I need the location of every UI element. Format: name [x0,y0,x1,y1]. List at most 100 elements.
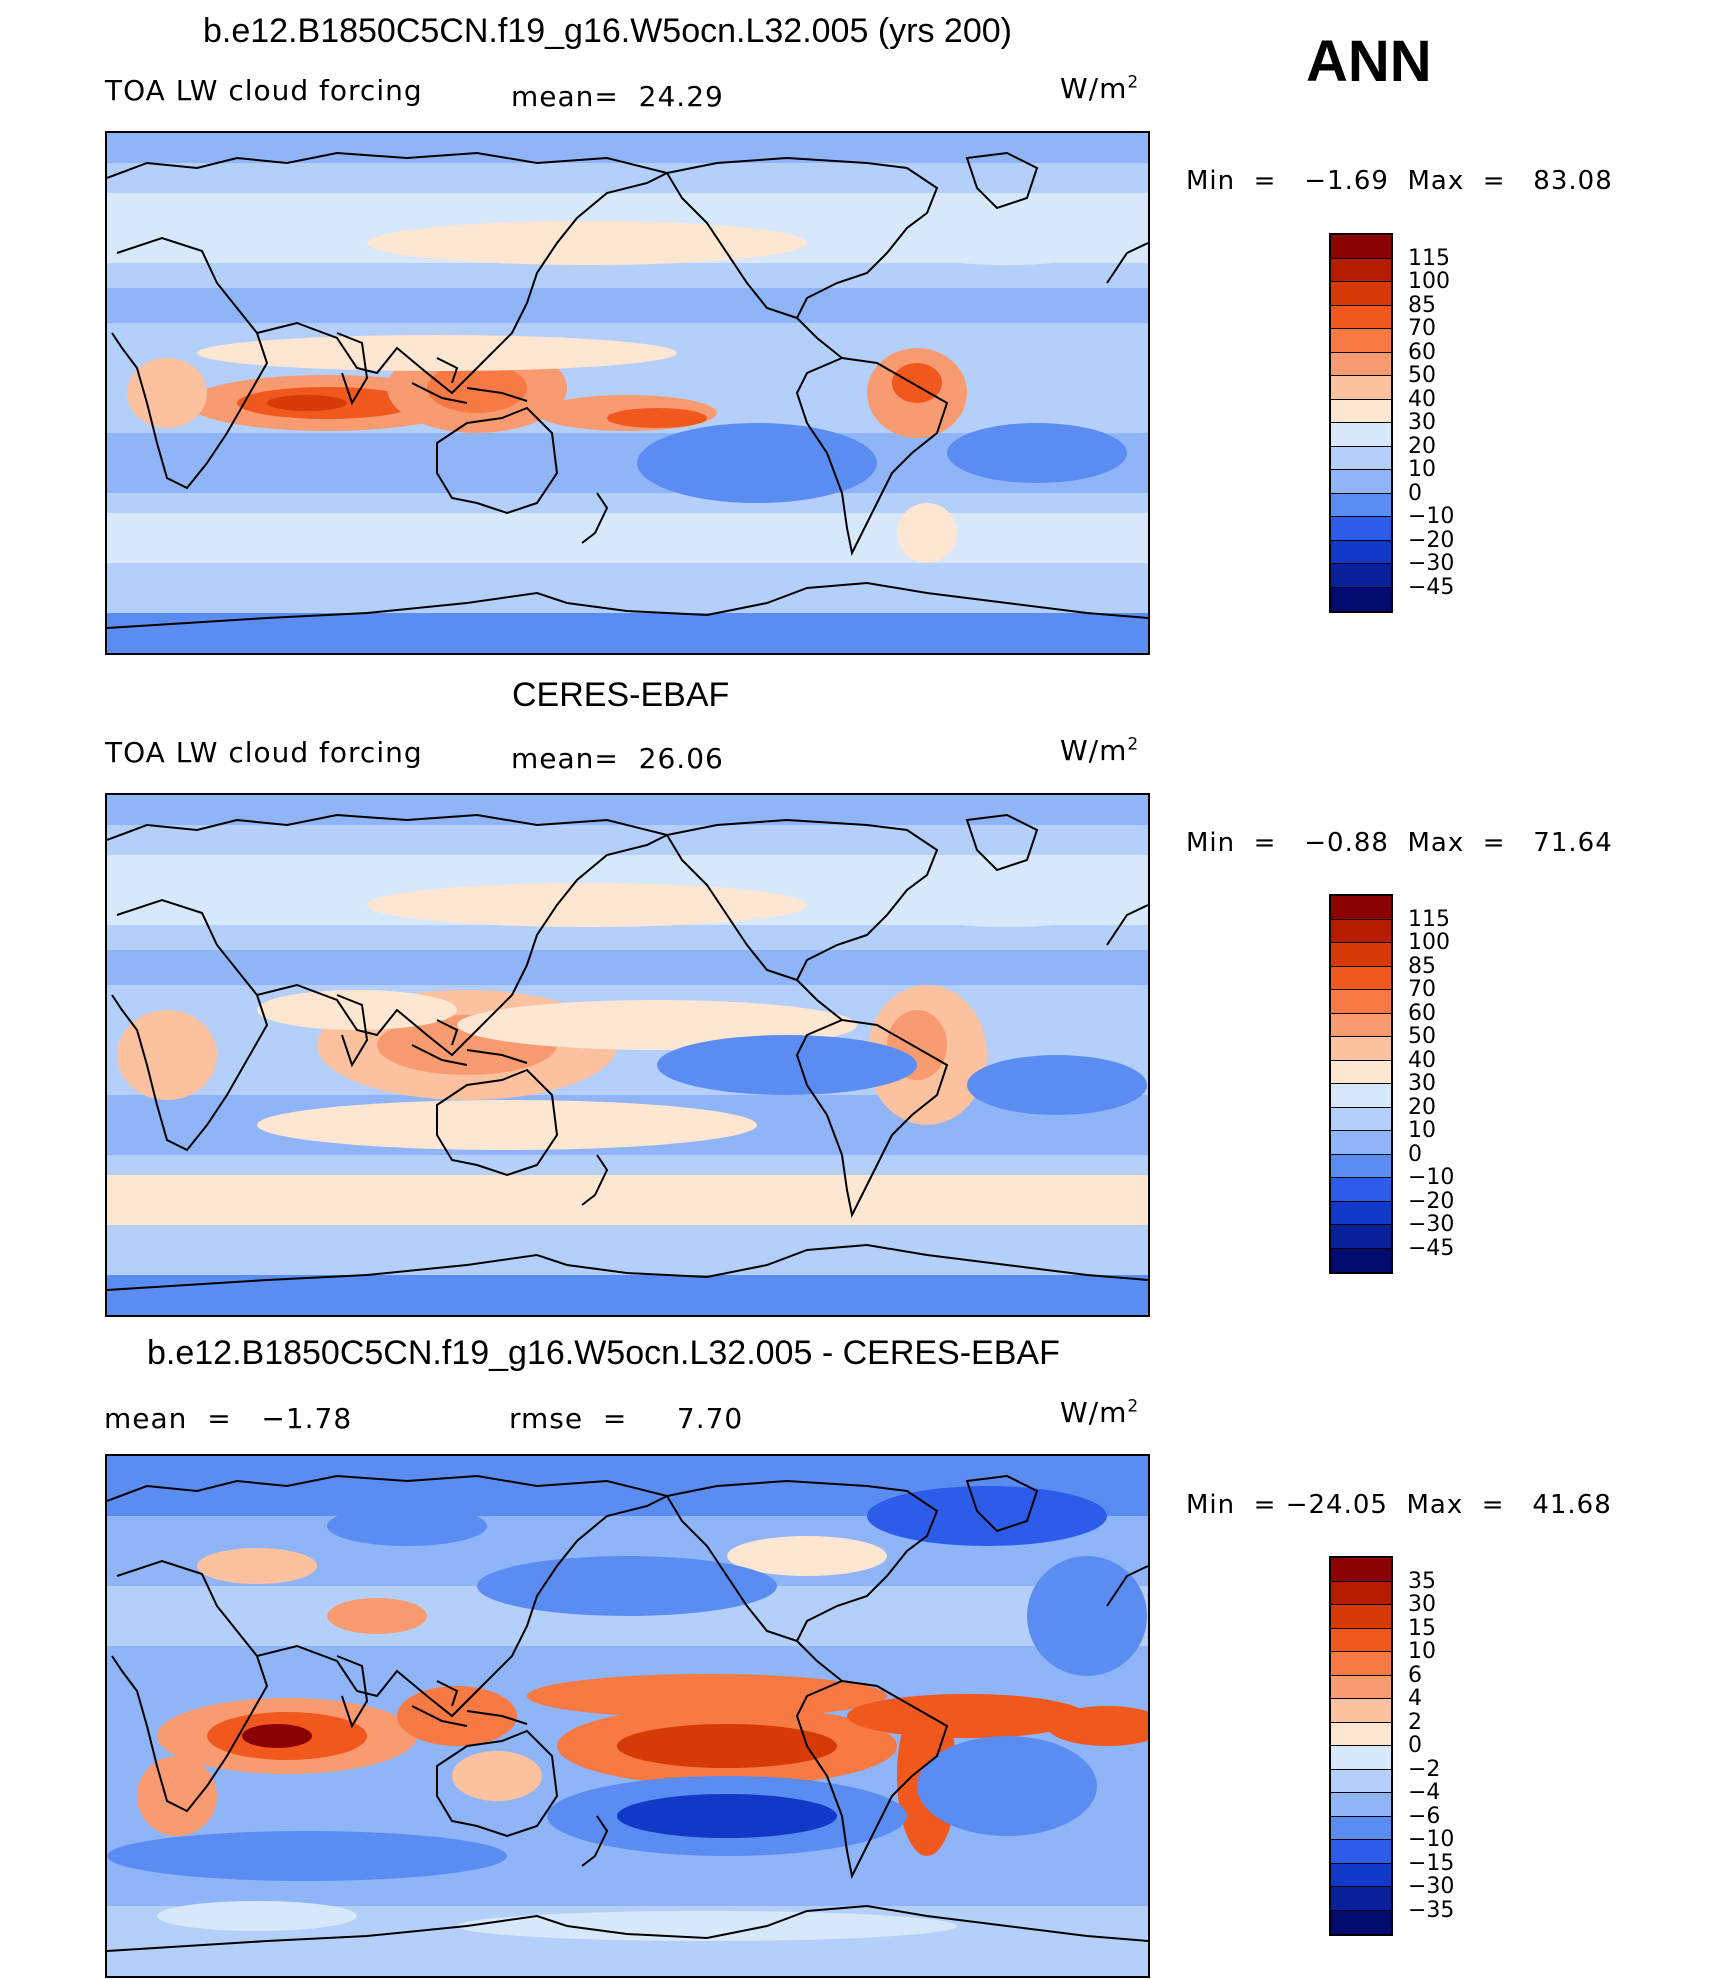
colorbar-swatch [1331,587,1391,611]
coastlines [107,151,1148,629]
colorbar-tick-label: −35 [1408,1897,1455,1923]
field-band [107,950,1148,985]
panel-2-map-canvas [107,795,1148,1315]
colorbar-tick-label: 115 [1408,906,1450,932]
field-region [637,423,877,503]
coastline-segment [436,1068,559,1177]
field-region [657,1035,917,1095]
colorbar-swatch [1331,376,1391,400]
field-region [157,1901,357,1931]
coastline-segment [256,983,488,1057]
colorbar-tick-label: −30 [1408,1874,1455,1899]
coastlines [107,813,1148,1291]
colorbar-swatch [1331,990,1391,1014]
colorbar-tick-label: 10 [1408,457,1436,482]
field-region [197,335,677,371]
colorbar-tick-label: 70 [1408,977,1436,1002]
colorbar-swatch [1331,399,1391,423]
field-region [1027,1556,1147,1676]
field-region [617,1724,837,1768]
colorbar-swatch [1331,1793,1391,1817]
coastline-segment [107,151,668,179]
field-region [127,358,207,428]
colorbar-tick-label: 100 [1408,930,1450,955]
colorbar-tick-label: 85 [1408,292,1436,318]
colorbar-swatch [1331,329,1391,353]
field-band [107,795,1148,825]
panel-1-mean: mean= 24.29 [511,80,724,113]
colorbar-swatch [1331,1060,1391,1084]
colorbar-tick-label: 6 [1408,1662,1422,1688]
coastline-segment [795,356,949,557]
coastline-segment [965,151,1039,210]
colorbar-swatch [1331,1769,1391,1793]
coastline-segment [796,1640,843,1682]
colorbar-tick-label: 10 [1408,1639,1436,1664]
colorbar-tick-label: 70 [1408,316,1436,341]
panel-2-map [105,793,1150,1317]
coastline-segment [796,317,843,359]
colorbar-swatch [1331,1248,1391,1272]
colorbar-swatch [1331,540,1391,564]
field-region [897,221,1117,265]
panel-1-title: b.e12.B1850C5CN.f19_g16.W5ocn.L32.005 (y… [203,12,1012,50]
colorbar-swatch [1331,896,1391,920]
colorbar-swatch [1331,1652,1391,1676]
colorbar-swatch [1331,1675,1391,1699]
field-region [477,1556,777,1616]
colorbar-swatch [1331,282,1391,306]
colorbar-tick-label: 35 [1408,1568,1436,1594]
colorbar-swatch [1331,1084,1391,1108]
colorbar-tick-label: −30 [1408,551,1455,576]
colorbar-swatch [1331,258,1391,282]
colorbar-swatch [1331,1722,1391,1746]
coastline-segment [436,1729,559,1838]
colorbar-swatch [1331,1107,1391,1131]
colorbar-tick-label: −45 [1408,1235,1455,1261]
colorbar-tick-label: 30 [1408,410,1436,435]
colorbar-tick-label: 60 [1408,1000,1436,1026]
field-region [947,423,1127,483]
coastline-segment [581,492,609,544]
colorbar-swatch [1331,1863,1391,1887]
field-region [897,503,957,563]
colorbar-tick-label: −45 [1408,574,1455,600]
panel-1-minmax: Min = −1.69 Max = 83.08 [1186,166,1613,196]
panel-1-map-canvas [107,133,1148,653]
colorbar-tick-label: 2 [1408,1709,1422,1735]
coastline-segment [107,1904,1148,1952]
colorbar-swatch [1331,470,1391,494]
coastline-segment [466,1049,528,1064]
colorbar-tick-label: 85 [1408,953,1436,979]
field-region [367,883,807,927]
field-region [897,883,1117,927]
colorbar-tick-label: 100 [1408,269,1450,294]
coastline-segment [256,321,488,395]
coastlines [107,1474,1148,1952]
coastline-segment [1106,1565,1148,1607]
panel-2-field-label: TOA LW cloud forcing [105,736,423,769]
field-region [327,1506,487,1546]
colorbar-swatch [1331,1037,1391,1061]
panel-3-map-canvas [107,1456,1148,1976]
field-region [242,1724,312,1748]
field-region [917,1736,1097,1836]
panel-3-map [105,1454,1150,1978]
colorbar-swatch [1331,1225,1391,1249]
coastline-segment [256,1644,488,1718]
colorbar-tick-label: 40 [1408,386,1436,412]
colorbar-swatch [1331,446,1391,470]
field-band [107,513,1148,563]
panel-3-units: W/m2 [1060,1396,1140,1429]
field-region [867,1486,1107,1546]
field-region [727,1536,887,1576]
coastline-segment [107,813,668,841]
coastline-segment [665,156,939,320]
coastline-segment [411,1044,468,1066]
panel-2-minmax: Min = −0.88 Max = 71.64 [1186,828,1613,858]
field-region [137,1756,217,1836]
colorbar-tick-label: −20 [1408,1188,1455,1214]
field-region [607,408,707,428]
coastline-segment [107,581,1148,629]
colorbar-swatch [1331,1840,1391,1864]
